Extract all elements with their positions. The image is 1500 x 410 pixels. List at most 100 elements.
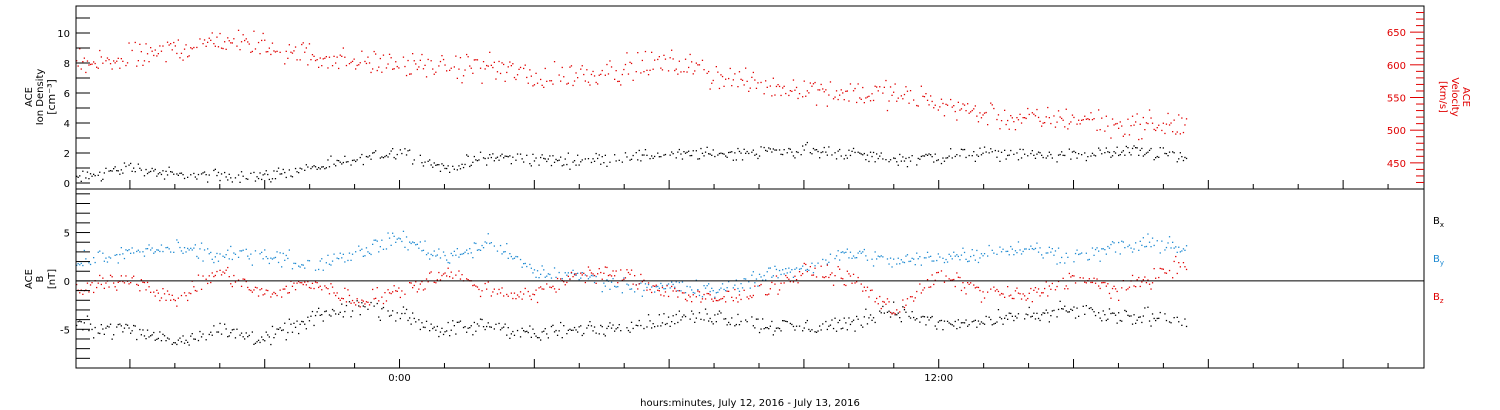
velocity-point [1110,137,1112,139]
velocity-point [680,71,682,73]
bx-point [667,316,670,318]
bx-point [299,323,301,325]
density-point [140,169,142,171]
bx-point [100,324,102,326]
by-point [774,265,776,267]
by-point [108,256,110,258]
velocity-point [1078,119,1080,121]
bx-point [367,308,369,310]
density-point [905,157,907,160]
velocity-axis-label-line1: ACE [1460,87,1471,107]
bx-point [985,315,987,318]
velocity-point [510,65,512,67]
velocity-point [871,93,873,95]
density-point [644,149,647,151]
velocity-point [900,95,902,97]
velocity-point [1179,133,1181,135]
by-point [623,277,625,279]
bz-point [993,286,995,288]
bx-point [444,331,446,333]
bz-point [529,295,531,297]
bz-point [725,301,727,303]
bx-point [1044,312,1046,314]
density-point [281,173,283,175]
bx-point [871,319,873,321]
velocity-point [1034,115,1037,117]
velocity-point [375,53,377,55]
bz-point [905,304,907,306]
bz-point [708,293,710,295]
bz-point [1050,288,1052,290]
by-point [166,246,169,249]
bz-point [909,296,912,298]
bx-point [86,315,89,317]
bz-point [638,283,640,285]
bz-point [1048,285,1050,287]
density-point [341,163,343,165]
bx-point [1176,316,1178,318]
bz-point [247,286,249,289]
by-point [308,260,311,262]
bz-point [146,281,149,284]
velocity-point [1028,113,1030,116]
density-point [1125,145,1127,148]
velocity-point [1010,115,1012,117]
by-point [123,257,126,260]
density-point [299,167,301,169]
bx-point [911,311,913,313]
by-point [951,258,953,260]
bz-point [555,291,557,293]
bz-point [748,298,750,300]
density-point [202,172,204,174]
velocity-point [91,63,93,65]
velocity-point [311,54,314,56]
bx-point [843,317,845,319]
by-point [165,247,167,249]
bx-point [240,332,243,334]
density-point [723,153,725,155]
by-point [294,262,297,265]
by-point [712,290,714,292]
by-point [438,248,440,250]
velocity-point [667,70,670,72]
velocity-point [336,56,338,58]
density-point [435,164,437,166]
velocity-point [482,61,485,63]
density-point [587,158,590,160]
by-point [288,249,290,251]
by-point [708,283,710,285]
bz-point [1116,290,1118,293]
bx-point [714,314,716,316]
bx-point [301,320,303,323]
bz-point [314,281,317,283]
by-point [1168,236,1171,238]
bx-point [820,329,822,331]
density-point [592,158,594,160]
density-point [595,152,597,155]
bz-point [973,284,975,286]
bz-point [814,267,816,269]
by-point [233,252,235,254]
density-point [621,161,623,163]
by-point [85,258,87,260]
bz-point [717,300,719,302]
bx-point [234,337,237,339]
legend: Bx By Bz [1433,216,1444,305]
velocity-point [1151,122,1154,124]
bz-point [666,285,668,287]
by-point [854,257,856,259]
by-point [1145,245,1148,248]
by-point [298,265,300,267]
density-point [492,153,494,155]
velocity-point [1113,124,1115,126]
density-point [384,155,386,158]
by-point [157,249,159,251]
density-point [817,150,819,153]
bx-point [412,312,414,314]
bz-point [883,301,885,303]
bz-point [123,282,126,284]
density-point [447,165,449,167]
by-point [920,264,922,266]
bx-point [835,330,838,332]
density-point [1099,149,1101,151]
